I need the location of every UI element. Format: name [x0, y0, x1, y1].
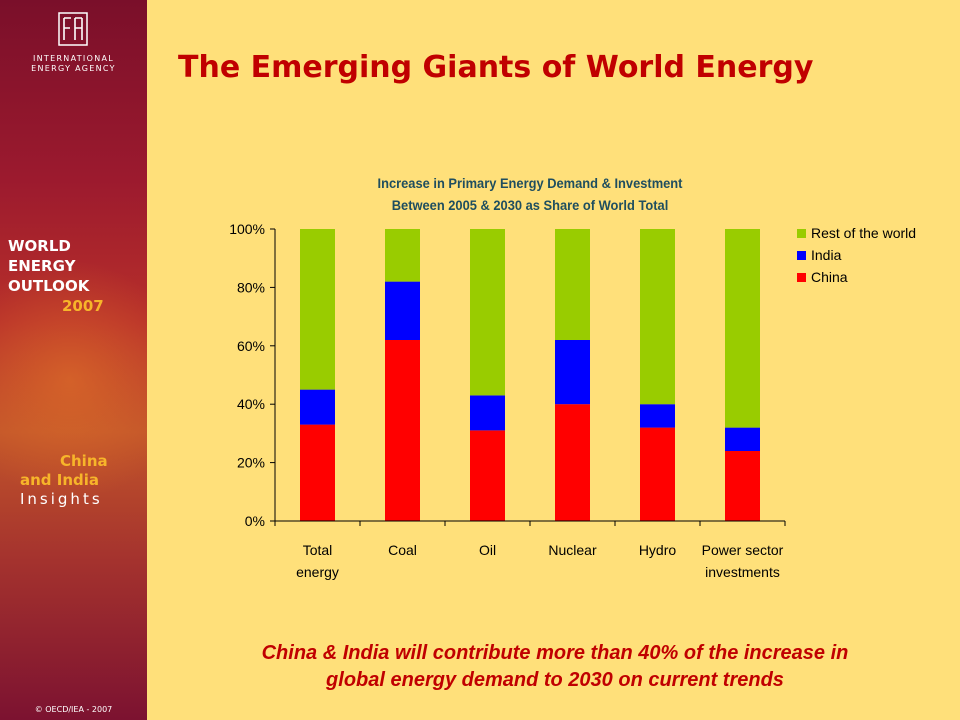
bar-china-5: [725, 450, 760, 521]
bar-india-1: [385, 281, 420, 340]
y-tick-label-0: 0%: [245, 513, 265, 529]
x-tick-label-line: Coal: [388, 542, 417, 558]
bar-china-1: [385, 340, 420, 521]
x-tick-label-5: Power sector investments: [702, 542, 784, 580]
bar-india-3: [555, 340, 590, 405]
legend-swatch-1: [797, 251, 806, 260]
copyright-notice: © OECD/IEA - 2007: [34, 705, 113, 714]
bar-rest-of-the-world-5: [725, 229, 760, 428]
bar-china-4: [640, 427, 675, 521]
weo-year: 2007: [62, 297, 104, 315]
chart-title: Increase in Primary Energy Demand & Inve…: [272, 172, 787, 216]
bar-rest-of-the-world-3: [555, 229, 590, 340]
iea-logo-icon: [58, 12, 88, 46]
weo-line1: WORLD: [8, 237, 71, 255]
x-tick-label-line: investments: [705, 564, 780, 580]
y-tick-label-3: 60%: [237, 338, 265, 354]
bar-india-0: [300, 389, 335, 425]
bar-rest-of-the-world-2: [470, 229, 505, 396]
y-tick-label-4: 80%: [237, 279, 265, 295]
org-name-line2: ENERGY AGENCY: [31, 64, 116, 73]
chart-title-line2: Between 2005 & 2030 as Share of World To…: [391, 197, 669, 213]
bar-rest-of-the-world-4: [640, 229, 675, 405]
bar-india-4: [640, 404, 675, 428]
slide-title: The Emerging Giants of World Energy: [178, 50, 814, 85]
legend-label-1: India: [811, 247, 842, 263]
x-tick-label-line: Power sector: [702, 542, 784, 558]
organization-name: INTERNATIONAL ENERGY AGENCY: [0, 54, 147, 74]
bar-china-0: [300, 424, 335, 521]
bar-india-5: [725, 427, 760, 451]
bar-india-2: [470, 395, 505, 431]
x-tick-label-line: Oil: [479, 542, 496, 558]
weo-line3: OUTLOOK: [8, 277, 90, 295]
chart-title-line1: Increase in Primary Energy Demand & Inve…: [377, 175, 683, 191]
x-tick-label-line: Total: [303, 542, 333, 558]
y-tick-label-1: 20%: [237, 455, 265, 471]
caption-line2: global energy demand to 2030 on current …: [326, 669, 784, 691]
insights-line3: Insights: [20, 490, 103, 508]
insights-line1: China: [60, 452, 108, 470]
legend-label-0: Rest of the world: [811, 225, 916, 241]
sidebar-banner: INTERNATIONAL ENERGY AGENCY WORLD ENERGY…: [0, 0, 147, 720]
x-tick-label-3: Nuclear: [548, 542, 597, 558]
weo-line2: ENERGY: [8, 257, 76, 275]
insights-line2: and India: [20, 471, 100, 489]
banner-glow: [0, 250, 147, 510]
bar-china-2: [470, 430, 505, 521]
x-tick-label-1: Coal: [388, 542, 417, 558]
china-india-insights-logo: China and India Insights: [12, 452, 108, 509]
bar-rest-of-the-world-0: [300, 229, 335, 390]
caption-line1: China & India will contribute more than …: [261, 642, 849, 664]
x-tick-label-line: Hydro: [639, 542, 677, 558]
legend-swatch-0: [797, 229, 806, 238]
x-tick-label-4: Hydro: [639, 542, 677, 558]
legend-swatch-2: [797, 273, 806, 282]
y-tick-label-5: 100%: [229, 221, 265, 237]
y-tick-label-2: 40%: [237, 396, 265, 412]
slide-caption: China & India will contribute more than …: [165, 640, 945, 694]
world-energy-outlook-logo: WORLD ENERGY OUTLOOK 2007: [8, 236, 104, 316]
org-name-line1: INTERNATIONAL: [32, 54, 115, 63]
x-tick-label-line: Nuclear: [548, 542, 597, 558]
bar-china-3: [555, 404, 590, 521]
bar-rest-of-the-world-1: [385, 229, 420, 282]
x-tick-label-2: Oil: [479, 542, 496, 558]
x-tick-label-0: Total energy: [296, 542, 339, 580]
x-tick-label-line: energy: [296, 564, 339, 580]
legend-label-2: China: [811, 269, 848, 285]
